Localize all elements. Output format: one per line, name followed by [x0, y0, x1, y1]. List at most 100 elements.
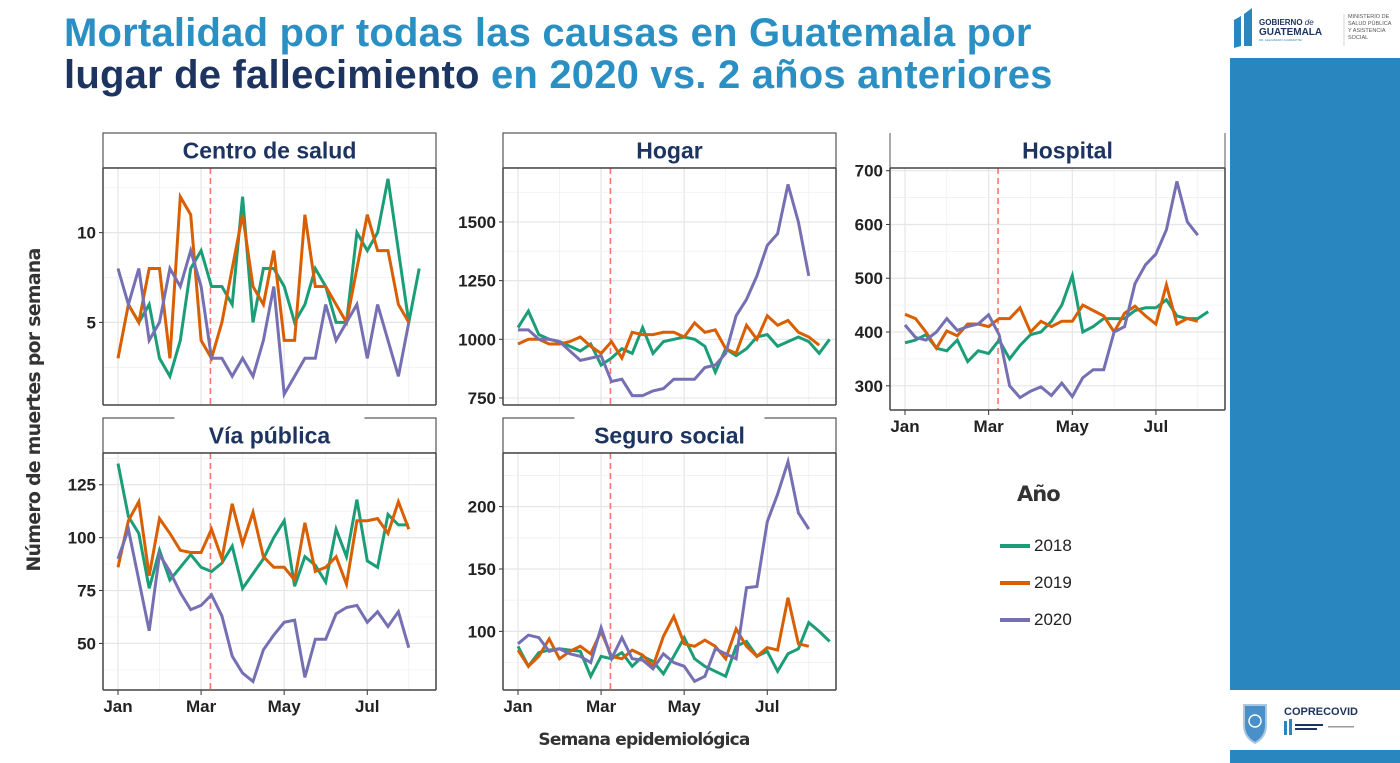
legend-label-2018: 2018: [1034, 536, 1072, 555]
series-line-2020: [903, 181, 1199, 400]
strip-label-bg: [574, 416, 765, 448]
series-line-2019: [116, 191, 411, 363]
faceted-line-chart: Centro de salud510Hogar750100012501500Ho…: [68, 132, 1226, 716]
logo-gobierno-text: GOBIERNO de: [1259, 18, 1314, 27]
page-title: Mortalidad por todas las causas en Guate…: [64, 12, 1053, 96]
ministry-line-1: MINISTERIO DE: [1348, 14, 1390, 20]
facet-title: Seguro social: [594, 423, 745, 449]
logo-sub-text: DR. ALEJANDRO GIAMMATTEI: [1259, 38, 1302, 42]
legend-item-2018: 2018: [985, 534, 1115, 558]
legend-swatch-2018: [1000, 544, 1030, 548]
ministry-line-2: SALUD PÚBLICA: [1348, 20, 1392, 27]
x-tick-label: Mar: [974, 417, 1005, 436]
plot-area: [103, 168, 436, 405]
small-logo-caption: [1328, 726, 1354, 728]
title-line-2: lugar de fallecimiento en 2020 vs. 2 año…: [64, 54, 1053, 96]
sidebar-bottom-band: [1230, 750, 1400, 763]
y-tick-label: 1000: [458, 330, 496, 349]
x-tick-label: Jul: [355, 697, 380, 716]
title-highlight: lugar de fallecimiento: [64, 53, 480, 97]
facet-title: Vía pública: [209, 423, 331, 449]
facet-title: Hospital: [1022, 138, 1113, 164]
strip-label-bg: [174, 416, 365, 448]
ministry-line-4: SOCIAL: [1348, 35, 1368, 41]
shield-icon: [1243, 704, 1267, 745]
legend-swatch-2019: [1000, 581, 1030, 585]
x-tick-label: Jul: [755, 697, 780, 716]
series-line-2019: [517, 313, 821, 362]
series-line-2019: [904, 278, 1199, 352]
x-tick-label: Mar: [186, 697, 217, 716]
emblem-icon: [1248, 714, 1262, 728]
x-tick-label: May: [268, 697, 302, 716]
plot-area: [503, 168, 836, 405]
logo-bar-1: [1234, 16, 1241, 48]
facet-title: Centro de salud: [183, 138, 357, 164]
panel-hospital: Hospital 300 400 500 600 700 Jan Mar May Jul: [855, 133, 1226, 436]
facet-title: Hogar: [636, 138, 703, 164]
series-line-2018: [904, 269, 1210, 365]
legend-swatch-2020: [1000, 618, 1030, 622]
facet-strip: [102, 132, 437, 169]
y-tick-label: 75: [77, 582, 96, 601]
legend-item-2019: 2019: [985, 571, 1115, 595]
panel-centro-de-salud: Centro de salud 5 10: [77, 132, 437, 406]
series-line-2020: [116, 245, 411, 399]
y-tick-label: 1250: [458, 272, 496, 291]
panel-via-publica: Vía pública 50 75 100 125 Jan Mar May Jul: [68, 416, 437, 716]
x-axis-title: Semana epidemiológica: [538, 730, 750, 750]
legend-label-2020: 2020: [1034, 610, 1072, 629]
small-logo-bar-1: [1284, 721, 1287, 735]
plot-area: [890, 168, 1225, 410]
legend-item-2020: 2020: [985, 608, 1115, 632]
y-tick-label: 750: [468, 389, 496, 408]
y-tick-label: 700: [855, 162, 883, 181]
ministry-line-3: Y ASISTENCIA: [1348, 28, 1386, 34]
small-logo-text-line-2: [1295, 728, 1317, 730]
title-line-2-rest: en 2020 vs. 2 años anteriores: [479, 53, 1053, 97]
coprecovid-logo: COPRECOVID: [1243, 704, 1358, 745]
small-logo-bar-2: [1289, 719, 1292, 735]
small-logo-text-line: [1295, 724, 1323, 726]
x-tick-label: Jan: [503, 697, 532, 716]
y-tick-label: 400: [855, 323, 883, 342]
x-tick-label: Jan: [103, 697, 132, 716]
y-tick-label: 150: [468, 560, 496, 579]
legend-label-2019: 2019: [1034, 573, 1072, 592]
y-axis-title: Número de muertes por semana: [23, 248, 45, 572]
series-line-2020: [518, 184, 811, 398]
series-line-2018: [516, 307, 831, 376]
y-tick-label: 10: [77, 224, 96, 243]
series-line-2018: [127, 178, 421, 381]
x-tick-label: Mar: [586, 697, 617, 716]
y-tick-label: 500: [855, 269, 883, 288]
series-line-2019: [116, 497, 411, 590]
title-line-1: Mortalidad por todas las causas en Guate…: [64, 11, 1032, 55]
x-tick-label: May: [1056, 417, 1090, 436]
x-tick-label: Jul: [1144, 417, 1169, 436]
series-line-2020: [517, 455, 811, 684]
coprecovid-text: COPRECOVID: [1284, 706, 1358, 718]
sidebar-band: [1230, 58, 1400, 690]
legend: Año 2018 2019 2020: [985, 482, 1115, 642]
series-line-2019: [516, 597, 810, 670]
y-tick-label: 100: [68, 529, 96, 548]
logo-guatemala-text: GUATEMALA: [1259, 27, 1322, 38]
y-tick-label: 300: [855, 377, 883, 396]
y-tick-label: 600: [855, 215, 883, 234]
y-tick-label: 5: [87, 313, 96, 332]
y-tick-label: 200: [468, 498, 496, 517]
y-tick-label: 1500: [458, 213, 496, 232]
gobierno-guatemala-logo: GOBIERNO de GUATEMALA DR. ALEJANDRO GIAM…: [1234, 8, 1392, 48]
y-tick-label: 125: [68, 476, 96, 495]
facet-strip: [502, 132, 837, 169]
panel-hogar: Hogar 750 1000 1250 1500: [458, 132, 837, 408]
y-tick-label: 50: [77, 634, 96, 653]
series-line-2020: [116, 523, 411, 685]
panel-seguro-social: Seguro social 100 150 200 Jan Mar May Jul: [468, 416, 837, 716]
x-tick-label: Jan: [890, 417, 919, 436]
logo-bar-2: [1244, 8, 1252, 46]
legend-title: Año: [1017, 482, 1061, 506]
y-tick-label: 100: [468, 622, 496, 641]
x-tick-label: May: [668, 697, 702, 716]
